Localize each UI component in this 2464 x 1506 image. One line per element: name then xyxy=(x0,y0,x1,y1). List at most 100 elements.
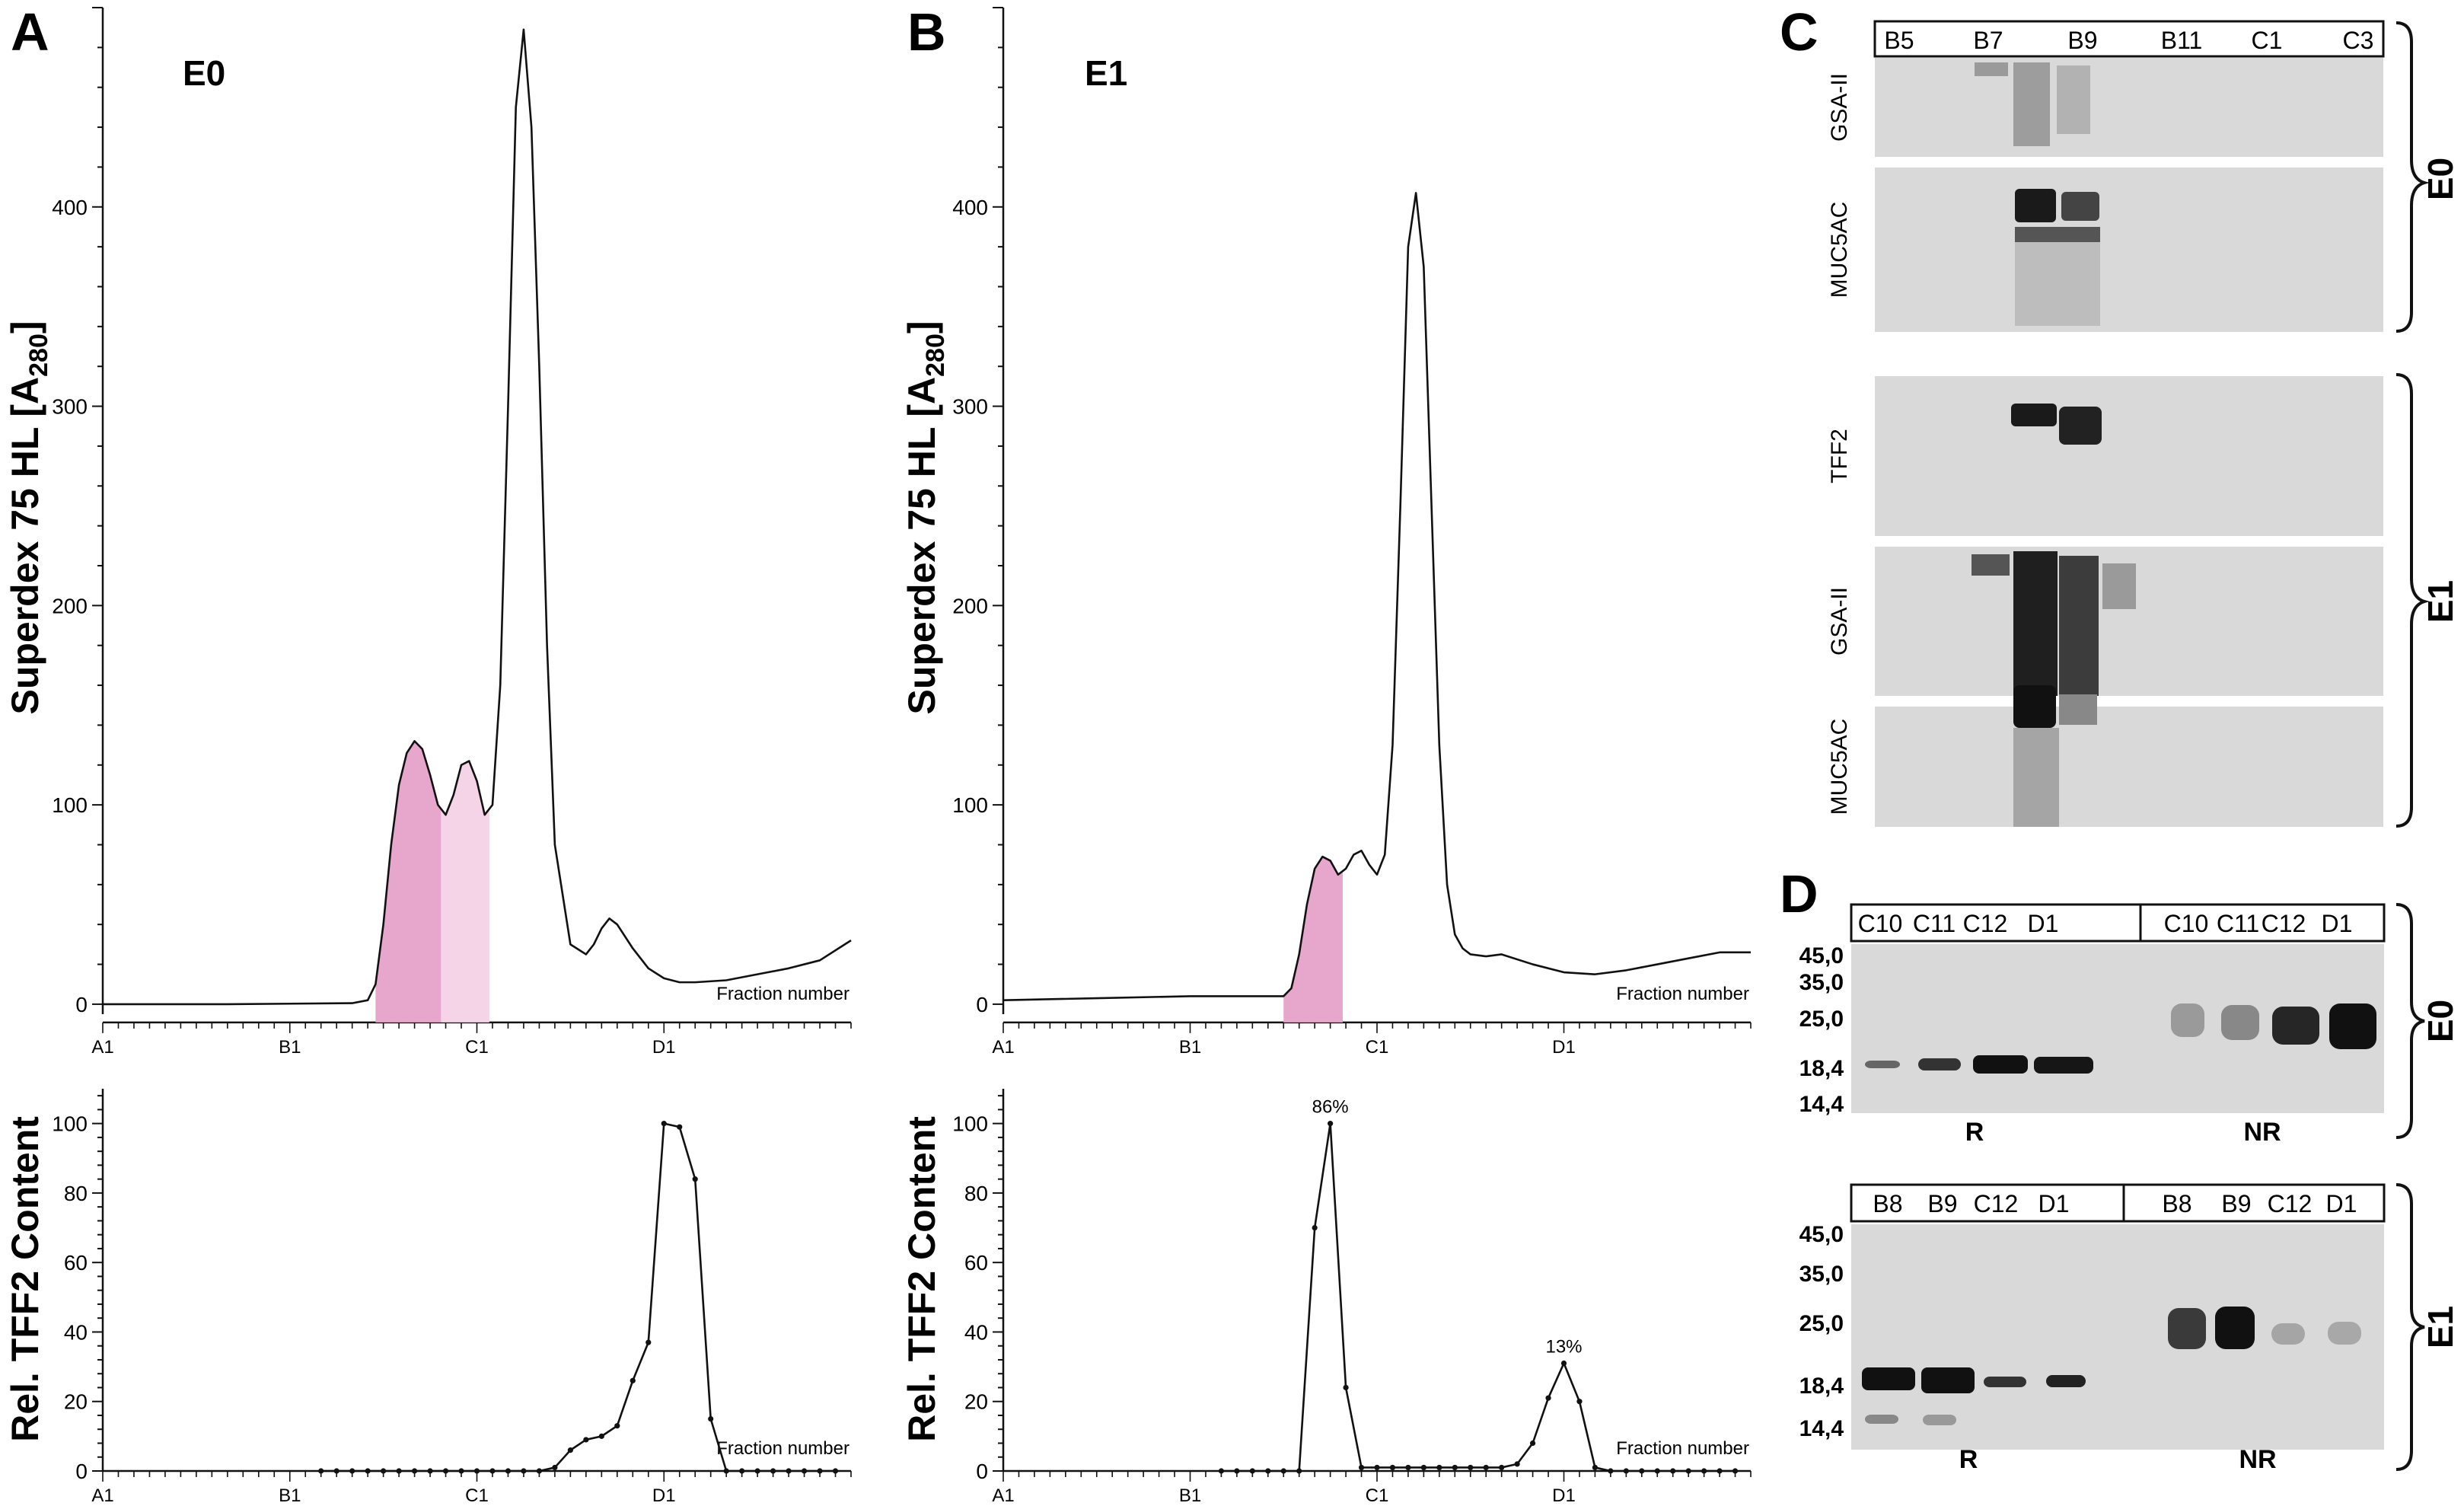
data-point xyxy=(521,1468,527,1474)
data-point xyxy=(365,1468,371,1474)
data-point xyxy=(1576,1399,1583,1405)
data-point xyxy=(458,1468,464,1474)
brace-c-e1 xyxy=(2395,373,2431,828)
blot-c-strip-e1-tff2 xyxy=(1875,376,2383,536)
data-point xyxy=(801,1468,808,1474)
data-point xyxy=(333,1468,339,1474)
data-point xyxy=(692,1176,698,1182)
lane-label: D1 xyxy=(2028,910,2059,937)
lane-label: C11 xyxy=(1913,910,1956,937)
series-line xyxy=(1002,192,1751,1001)
x-tick-label: D1 xyxy=(652,1037,676,1058)
data-point xyxy=(489,1468,496,1474)
data-point xyxy=(536,1468,543,1474)
band xyxy=(2013,728,2059,827)
lane-label: D1 xyxy=(2322,910,2353,937)
band xyxy=(2059,694,2097,725)
x-tick-label: D1 xyxy=(1552,1037,1576,1058)
reduced-label: R xyxy=(1965,1118,1984,1147)
y-tick-label: 0 xyxy=(75,993,88,1016)
blot-c: B5 B7 B9 B11 C1 C3 xyxy=(1827,20,2460,828)
data-point xyxy=(661,1121,667,1127)
data-point xyxy=(1374,1464,1380,1471)
data-point xyxy=(1623,1468,1629,1474)
data-point xyxy=(1654,1468,1660,1474)
brace xyxy=(2395,903,2425,1139)
data-point xyxy=(505,1468,512,1474)
y-tick-label: 100 xyxy=(952,793,988,817)
data-point xyxy=(708,1415,714,1422)
x-tick-label: A1 xyxy=(992,1485,1014,1506)
annotation: 13% xyxy=(1545,1337,1582,1358)
data-point xyxy=(1452,1464,1458,1471)
lane-label: C10 xyxy=(2164,910,2209,937)
mw-marker: 18,4 xyxy=(1799,1374,1844,1399)
series-line xyxy=(320,1122,836,1472)
blot-d-lane-header xyxy=(1850,1183,2386,1223)
blot-c-strip-e0-gsa xyxy=(1875,58,2383,157)
blot-c-lane-header xyxy=(1873,20,2385,58)
data-point xyxy=(381,1468,387,1474)
lane-label: B8 xyxy=(1873,1190,1902,1217)
data-point xyxy=(1483,1464,1489,1471)
blot-d-group-label: E1 xyxy=(2421,1306,2460,1348)
y-tick-label: 0 xyxy=(976,1460,988,1483)
data-point xyxy=(832,1468,839,1474)
lane-label: D1 xyxy=(2038,1190,2070,1217)
lane-label: C10 xyxy=(1858,910,1903,937)
band xyxy=(2015,227,2100,242)
chart-a-bottom: Rel. TFF2 Content 0 20 40 60 80 100 A1 B1 C1 D1 Fra… xyxy=(4,1089,852,1506)
annotation: 86% xyxy=(1312,1097,1349,1118)
chart-b-top: Superdex 75 HL [A280] 0 100 200 300 400 A1 B1 C1… xyxy=(900,7,1752,1058)
data-point xyxy=(1468,1464,1474,1471)
data-point xyxy=(598,1433,604,1439)
y-tick-label: 200 xyxy=(952,594,988,617)
band xyxy=(1923,1415,1956,1425)
data-point xyxy=(1608,1468,1614,1474)
data-point xyxy=(1592,1464,1599,1471)
mw-marker: 14,4 xyxy=(1799,1416,1844,1441)
band xyxy=(2011,404,2057,426)
mw-marker: 35,0 xyxy=(1799,1262,1844,1287)
panel-letter-c: C xyxy=(1780,2,1819,62)
data-point xyxy=(1328,1121,1334,1127)
data-point xyxy=(427,1468,433,1474)
mw-marker: 25,0 xyxy=(1799,1311,1844,1336)
x-axis-label: Fraction number xyxy=(716,984,849,1004)
lane-label: C11 xyxy=(2217,910,2259,937)
y-tick-label: 0 xyxy=(75,1460,88,1483)
x-tick-label: C1 xyxy=(465,1037,489,1058)
shaded-region xyxy=(1283,857,1343,1023)
blot-c-strip-e0-muc5ac xyxy=(1875,168,2383,332)
data-point xyxy=(1560,1360,1567,1367)
mw-marker: 45,0 xyxy=(1799,943,1844,968)
data-point xyxy=(411,1468,418,1474)
blot-c-row-label-e1-gsa: GSA-II xyxy=(1827,587,1852,656)
y-tick-label: 40 xyxy=(64,1320,88,1344)
data-point xyxy=(1529,1440,1536,1447)
data-point xyxy=(1420,1464,1426,1471)
mw-marker: 18,4 xyxy=(1799,1056,1844,1081)
shaded-region xyxy=(375,741,441,1023)
data-point xyxy=(645,1339,652,1345)
x-tick-label: A1 xyxy=(91,1485,113,1506)
data-point xyxy=(739,1468,745,1474)
data-point xyxy=(552,1464,558,1471)
data-point xyxy=(723,1468,729,1474)
data-point xyxy=(567,1447,573,1453)
mw-marker: 45,0 xyxy=(1799,1222,1844,1247)
band xyxy=(1862,1367,1915,1390)
band xyxy=(2057,65,2090,134)
band xyxy=(2013,551,2058,696)
chart-b-bottom: Rel. TFF2 Content 0 20 40 60 80 100 A1 B1 C1 D1 Fra… xyxy=(900,1089,1752,1506)
data-point xyxy=(1436,1464,1442,1471)
mw-marker: 25,0 xyxy=(1799,1007,1844,1032)
data-point xyxy=(1701,1468,1707,1474)
lane-label: B7 xyxy=(1973,27,2003,54)
data-point xyxy=(1499,1464,1505,1471)
x-tick-label: D1 xyxy=(1552,1485,1576,1506)
x-tick-label: D1 xyxy=(652,1485,676,1506)
band xyxy=(2059,407,2102,445)
data-point xyxy=(754,1468,760,1474)
x-axis-label: Fraction number xyxy=(716,1438,849,1459)
